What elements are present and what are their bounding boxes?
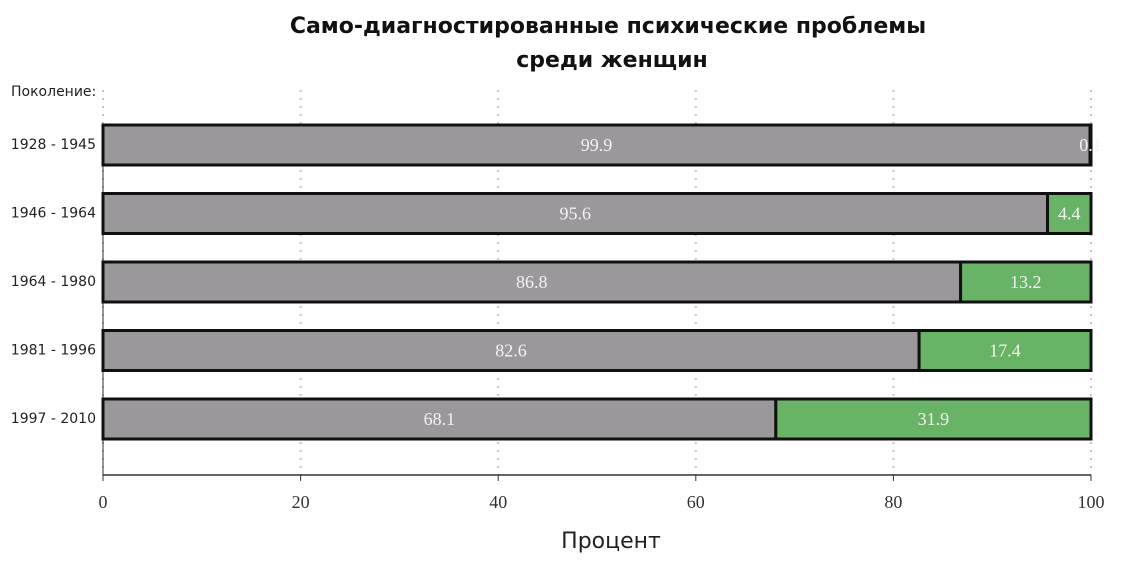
x-axis-label: Процент [561, 529, 661, 554]
value-label: 31.9 [918, 409, 950, 429]
y-tick-label: 1981 - 1996 [11, 343, 96, 359]
x-tick-label: 100 [1078, 492, 1105, 512]
y-tick-label: 1997 - 2010 [11, 411, 96, 427]
x-tick-label: 20 [292, 492, 310, 512]
value-label: 95.6 [560, 204, 592, 224]
bar [101, 260, 963, 304]
value-label: 99.9 [581, 135, 613, 155]
chart-title: среди женщин [516, 48, 708, 73]
y-axis-label: Поколение: [11, 84, 96, 100]
x-tick-label: 80 [884, 492, 902, 512]
bar [1088, 123, 1093, 167]
bar [1046, 192, 1093, 235]
value-label: 0.1 [1079, 135, 1102, 155]
x-tick-label: 60 [687, 492, 705, 512]
value-label: 17.4 [989, 341, 1021, 361]
bar [774, 397, 1093, 441]
y-tick-label: 1964 - 1980 [11, 274, 96, 290]
x-tick-label: 40 [489, 492, 507, 512]
value-label: 4.4 [1058, 204, 1081, 224]
bar [959, 260, 1093, 304]
bar [917, 329, 1093, 372]
value-label: 86.8 [516, 272, 548, 292]
value-label: 82.6 [495, 341, 527, 361]
value-label: 13.2 [1010, 272, 1042, 292]
chart-title: Само-диагностированные психические пробл… [290, 14, 926, 39]
value-label: 68.1 [424, 409, 456, 429]
y-tick-label: 1928 - 1945 [11, 137, 96, 153]
y-tick-label: 1946 - 1964 [11, 206, 96, 222]
x-tick-label: 0 [99, 492, 108, 512]
bar [101, 192, 1050, 235]
